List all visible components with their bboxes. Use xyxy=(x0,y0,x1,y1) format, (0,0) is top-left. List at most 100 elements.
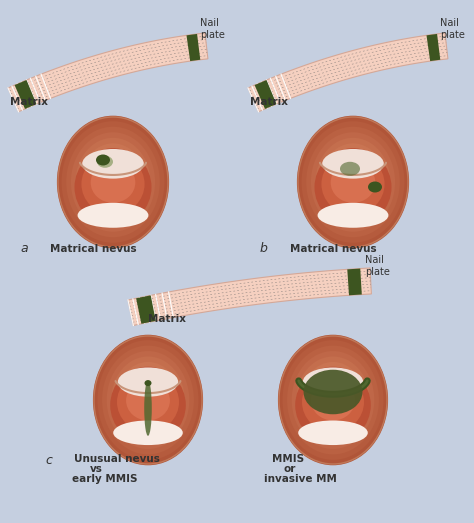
Ellipse shape xyxy=(319,384,347,416)
Text: early MMIS: early MMIS xyxy=(72,474,137,484)
Ellipse shape xyxy=(120,367,175,433)
Ellipse shape xyxy=(287,346,379,454)
Ellipse shape xyxy=(325,149,381,215)
Ellipse shape xyxy=(93,335,203,465)
Text: Matrical nevus: Matrical nevus xyxy=(290,244,377,254)
Ellipse shape xyxy=(82,154,145,214)
Text: a: a xyxy=(20,242,27,255)
Text: c: c xyxy=(45,454,52,467)
Polygon shape xyxy=(255,80,276,109)
Ellipse shape xyxy=(283,340,383,460)
Ellipse shape xyxy=(98,340,199,460)
Ellipse shape xyxy=(144,394,153,405)
Ellipse shape xyxy=(302,372,364,432)
Ellipse shape xyxy=(107,351,189,449)
Ellipse shape xyxy=(292,351,374,449)
Polygon shape xyxy=(248,33,448,112)
Ellipse shape xyxy=(306,127,400,237)
Ellipse shape xyxy=(296,357,370,444)
Ellipse shape xyxy=(144,381,152,436)
Text: vs: vs xyxy=(90,464,103,474)
Ellipse shape xyxy=(74,148,152,226)
Ellipse shape xyxy=(126,381,170,420)
Ellipse shape xyxy=(334,160,372,204)
Ellipse shape xyxy=(301,121,404,243)
Ellipse shape xyxy=(328,394,337,405)
Ellipse shape xyxy=(278,335,388,465)
Text: Matrix: Matrix xyxy=(148,314,186,324)
Ellipse shape xyxy=(97,156,113,168)
Text: Matrical nevus: Matrical nevus xyxy=(50,244,137,254)
Ellipse shape xyxy=(130,378,166,422)
Ellipse shape xyxy=(324,389,342,411)
Ellipse shape xyxy=(315,148,392,226)
Ellipse shape xyxy=(320,143,386,221)
Ellipse shape xyxy=(368,181,382,192)
Ellipse shape xyxy=(318,203,388,228)
Ellipse shape xyxy=(297,116,409,248)
Ellipse shape xyxy=(311,381,355,420)
Ellipse shape xyxy=(104,171,122,193)
Text: MMIS: MMIS xyxy=(272,454,304,464)
Ellipse shape xyxy=(316,138,391,226)
Text: Nail
plate: Nail plate xyxy=(365,255,390,277)
Ellipse shape xyxy=(125,373,171,427)
Ellipse shape xyxy=(66,127,160,237)
Ellipse shape xyxy=(310,373,356,427)
Ellipse shape xyxy=(134,384,162,416)
Ellipse shape xyxy=(91,162,136,203)
Ellipse shape xyxy=(321,154,384,214)
Ellipse shape xyxy=(303,370,363,414)
Ellipse shape xyxy=(344,171,362,193)
Ellipse shape xyxy=(340,162,360,176)
Ellipse shape xyxy=(348,176,358,188)
Ellipse shape xyxy=(62,121,164,243)
Text: b: b xyxy=(260,242,268,255)
Ellipse shape xyxy=(75,138,150,226)
Ellipse shape xyxy=(85,149,141,215)
Polygon shape xyxy=(427,34,440,61)
Ellipse shape xyxy=(339,165,367,199)
Polygon shape xyxy=(186,34,201,61)
Text: Nail
plate: Nail plate xyxy=(200,18,225,40)
Ellipse shape xyxy=(139,389,157,411)
Polygon shape xyxy=(347,268,362,295)
Ellipse shape xyxy=(117,372,179,432)
Ellipse shape xyxy=(102,346,194,454)
Ellipse shape xyxy=(305,367,361,433)
Text: Unusual nevus: Unusual nevus xyxy=(74,454,160,464)
Text: Matrix: Matrix xyxy=(250,97,288,107)
Ellipse shape xyxy=(116,362,180,438)
Ellipse shape xyxy=(110,367,186,444)
Ellipse shape xyxy=(303,368,363,396)
Ellipse shape xyxy=(57,116,169,248)
Polygon shape xyxy=(128,268,372,325)
Polygon shape xyxy=(136,295,156,324)
Ellipse shape xyxy=(94,160,132,204)
Ellipse shape xyxy=(111,357,185,444)
Ellipse shape xyxy=(82,149,144,179)
Polygon shape xyxy=(15,80,36,109)
Ellipse shape xyxy=(80,143,146,221)
Text: invasive MM: invasive MM xyxy=(264,474,337,484)
Text: Matrix: Matrix xyxy=(10,97,48,107)
Ellipse shape xyxy=(99,165,127,199)
Ellipse shape xyxy=(90,154,137,210)
Ellipse shape xyxy=(145,380,152,386)
Ellipse shape xyxy=(78,203,148,228)
Polygon shape xyxy=(8,33,208,112)
Ellipse shape xyxy=(118,368,178,396)
Ellipse shape xyxy=(322,149,384,179)
Ellipse shape xyxy=(295,367,371,444)
Ellipse shape xyxy=(71,132,155,232)
Ellipse shape xyxy=(331,162,375,203)
Ellipse shape xyxy=(301,362,365,438)
Ellipse shape xyxy=(96,154,110,165)
Text: or: or xyxy=(284,464,296,474)
Ellipse shape xyxy=(298,420,368,445)
Ellipse shape xyxy=(311,132,395,232)
Text: Nail
plate: Nail plate xyxy=(440,18,465,40)
Ellipse shape xyxy=(315,378,351,422)
Ellipse shape xyxy=(109,176,118,188)
Ellipse shape xyxy=(113,420,183,445)
